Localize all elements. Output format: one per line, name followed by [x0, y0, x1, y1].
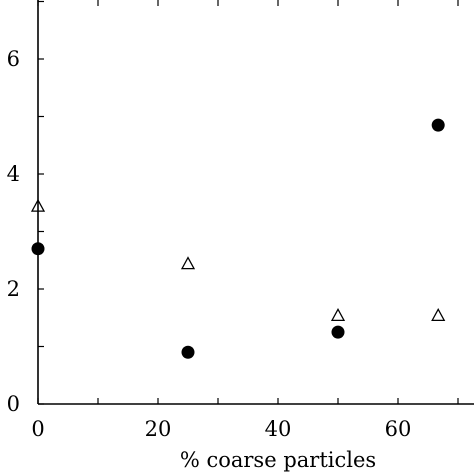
tick-labels: 0 20 40 60 0 2 4 6: [7, 47, 412, 441]
x-axis-title: % coarse particles: [180, 448, 376, 472]
x-tick-label: 60: [385, 417, 412, 441]
tick-marks: [37, 0, 459, 405]
y-tick-label: 2: [7, 277, 20, 301]
x-tick-label: 0: [31, 417, 44, 441]
filled-circle-point: [431, 118, 445, 132]
open-triangle-point: [180, 256, 196, 270]
axes: [37, 0, 474, 405]
filled-circle-point: [31, 242, 45, 256]
open-triangle-point: [30, 198, 46, 212]
x-tick-label: 40: [265, 417, 292, 441]
x-tick-label: 20: [145, 417, 172, 441]
filled-circle-point: [331, 325, 345, 339]
y-tick-label: 6: [7, 47, 20, 71]
filled-circle-point: [181, 345, 195, 359]
data-points: [30, 118, 446, 359]
y-tick-label: 4: [7, 162, 20, 186]
open-triangle-point: [330, 308, 346, 322]
open-triangle-point: [431, 308, 446, 322]
y-tick-label: 0: [7, 392, 20, 416]
